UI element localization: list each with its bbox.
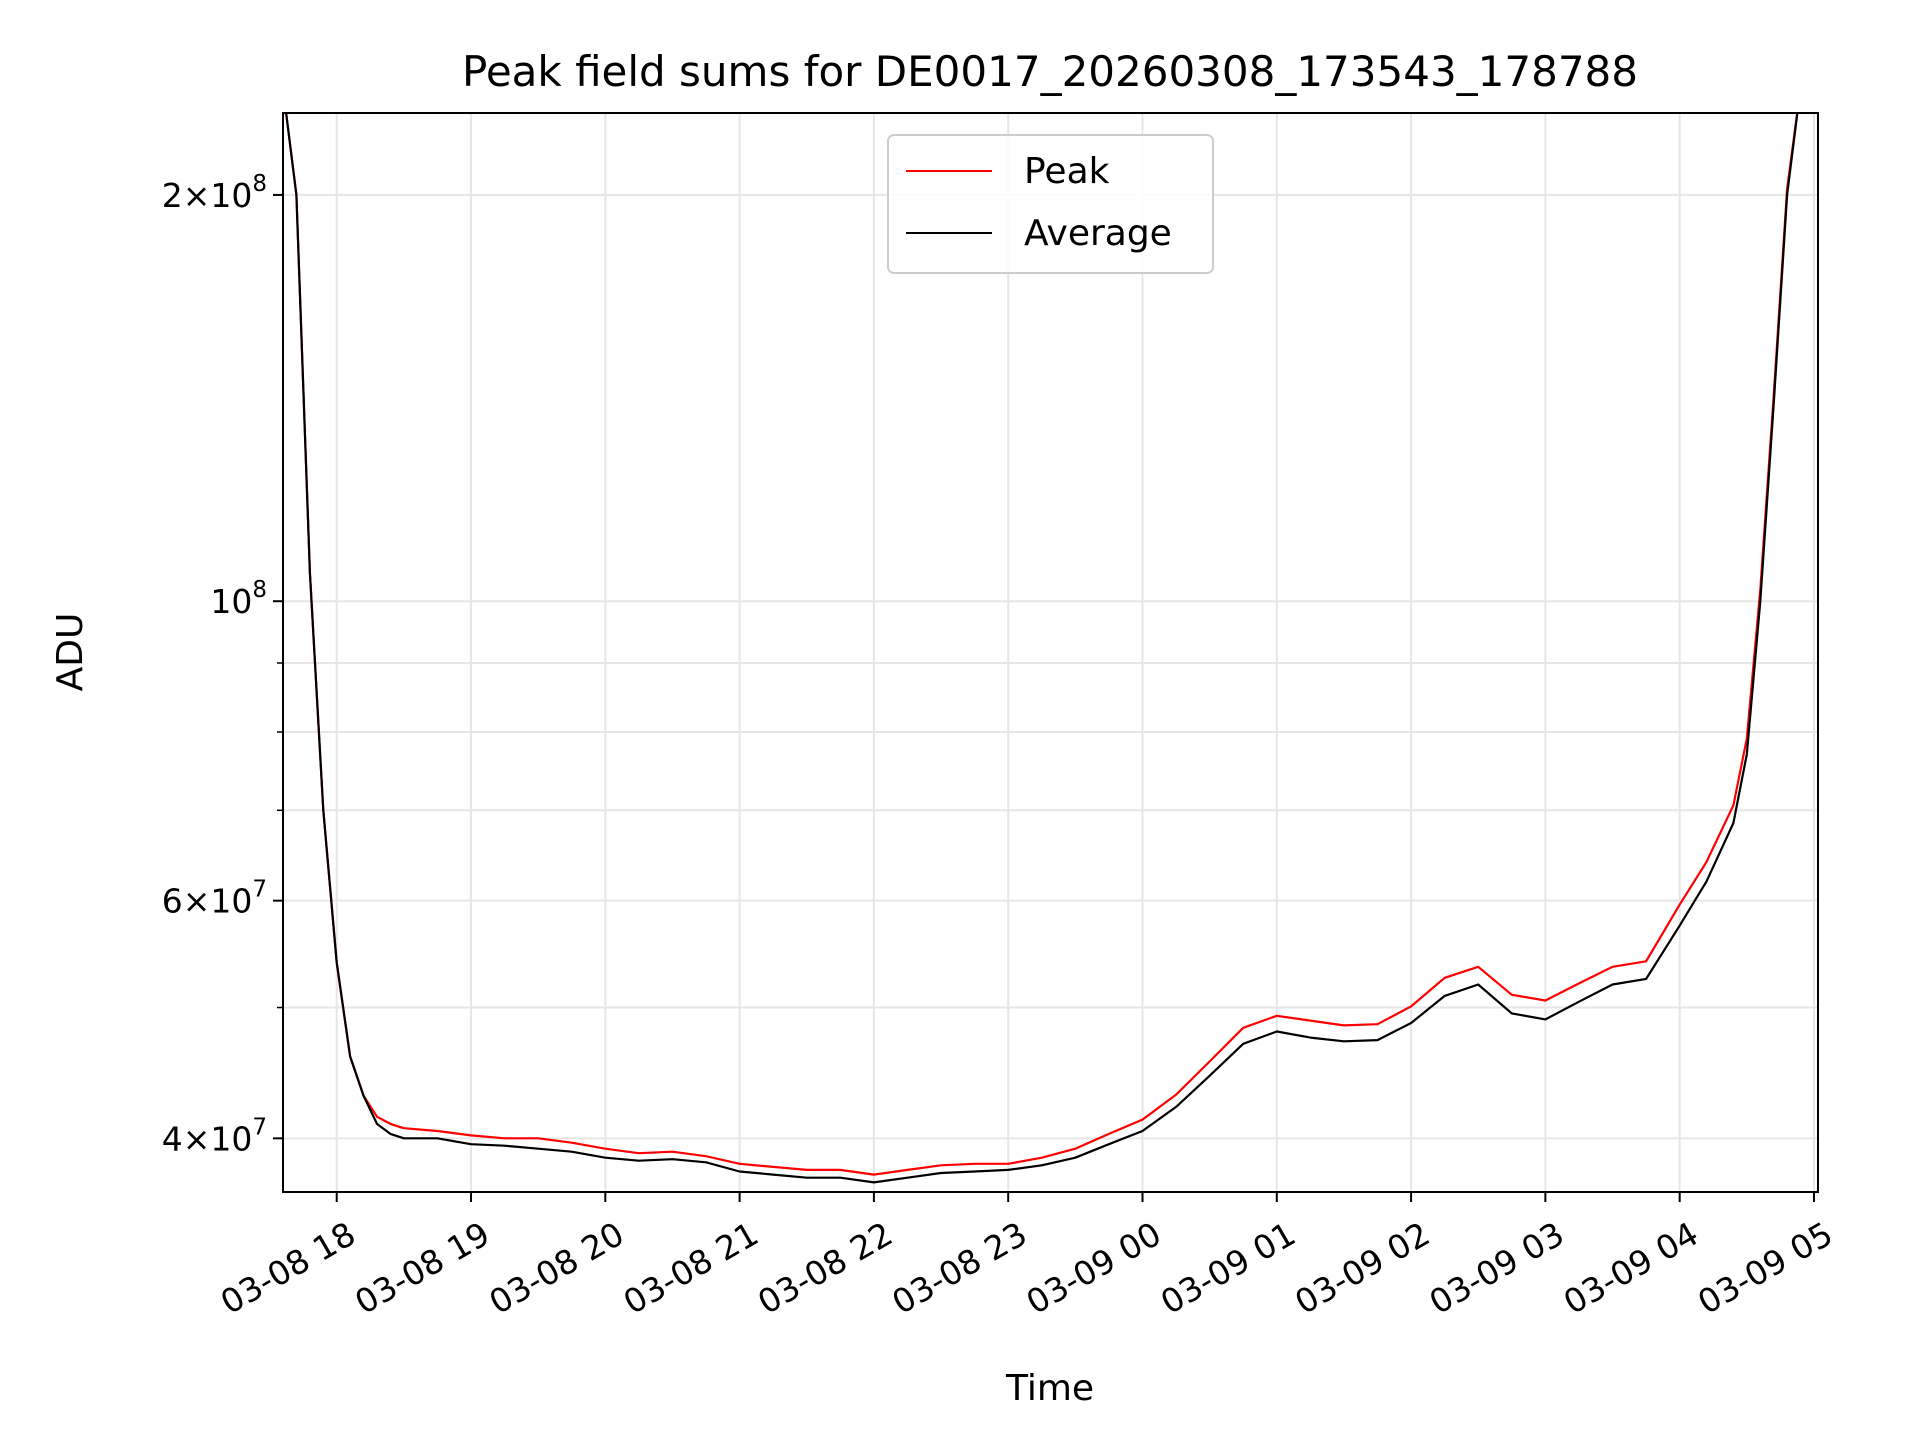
y-tick-exponent: 8 (252, 171, 267, 197)
series-layer (285, 113, 1799, 1184)
y-axis-label: ADU (50, 613, 91, 692)
grid-lines (283, 113, 1818, 1192)
y-tick-exponent: 7 (252, 1114, 267, 1140)
series-line-peak (285, 113, 1799, 1176)
y-tick-label: 4×107 (162, 1114, 267, 1158)
y-tick-exponent: 7 (252, 877, 267, 903)
y-tick-mantissa: 6×10 (162, 882, 253, 921)
y-tick-mantissa: 10 (210, 582, 252, 621)
y-tick-exponent: 8 (252, 577, 267, 603)
legend-label-average: Average (1024, 213, 1172, 254)
chart-title: Peak field sums for DE0017_20260308_1735… (462, 47, 1638, 96)
legend: Peak Average (887, 134, 1214, 274)
plot-frame (282, 112, 1819, 1193)
legend-box (887, 134, 1214, 274)
legend-label-peak: Peak (1024, 151, 1110, 192)
x-axis-label: Time (1005, 1368, 1094, 1409)
y-tick-label: 2×108 (162, 171, 267, 215)
y-tick-label: 108 (210, 577, 267, 621)
y-tick-mantissa: 4×10 (162, 1119, 253, 1158)
y-tick-label: 6×107 (162, 877, 267, 921)
y-tick-mantissa: 2×10 (162, 176, 253, 215)
series-line-average (285, 113, 1799, 1184)
